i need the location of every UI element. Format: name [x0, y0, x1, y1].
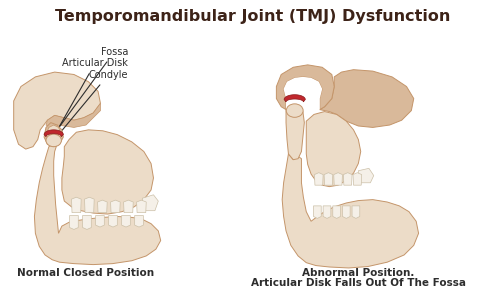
- Polygon shape: [353, 173, 362, 185]
- Polygon shape: [70, 215, 78, 230]
- Polygon shape: [284, 95, 306, 102]
- Polygon shape: [142, 195, 158, 211]
- Polygon shape: [46, 103, 100, 127]
- Polygon shape: [98, 200, 107, 213]
- Polygon shape: [306, 112, 360, 187]
- Polygon shape: [44, 123, 64, 147]
- Polygon shape: [72, 197, 81, 213]
- Polygon shape: [34, 144, 160, 265]
- Text: Normal Closed Position: Normal Closed Position: [18, 268, 154, 279]
- Polygon shape: [314, 206, 321, 218]
- Polygon shape: [110, 200, 120, 213]
- Polygon shape: [108, 215, 118, 227]
- Polygon shape: [14, 72, 101, 149]
- Polygon shape: [358, 168, 374, 183]
- Polygon shape: [124, 200, 133, 213]
- Polygon shape: [323, 206, 331, 218]
- Polygon shape: [96, 215, 104, 227]
- Polygon shape: [314, 173, 323, 185]
- Polygon shape: [282, 154, 418, 268]
- Polygon shape: [352, 206, 360, 218]
- Polygon shape: [324, 173, 333, 185]
- Text: Articular Disk Falls Out Of The Fossa: Articular Disk Falls Out Of The Fossa: [251, 278, 466, 288]
- Polygon shape: [44, 130, 64, 137]
- Polygon shape: [342, 206, 350, 218]
- Ellipse shape: [286, 104, 303, 117]
- Text: Condyle: Condyle: [56, 70, 128, 138]
- Polygon shape: [62, 130, 154, 214]
- Polygon shape: [320, 70, 414, 127]
- Text: Articular Disk: Articular Disk: [55, 58, 128, 134]
- Polygon shape: [333, 206, 340, 218]
- Text: Fossa: Fossa: [56, 47, 128, 132]
- Polygon shape: [334, 173, 342, 185]
- Polygon shape: [286, 110, 304, 160]
- Polygon shape: [136, 200, 146, 213]
- Text: Temporomandibular Joint (TMJ) Dysfunction: Temporomandibular Joint (TMJ) Dysfunctio…: [54, 8, 450, 24]
- Polygon shape: [134, 215, 143, 227]
- Polygon shape: [122, 215, 130, 227]
- Polygon shape: [82, 215, 92, 230]
- Polygon shape: [344, 173, 352, 185]
- Ellipse shape: [46, 134, 62, 147]
- Polygon shape: [284, 77, 322, 112]
- Polygon shape: [46, 125, 62, 143]
- Text: Abnormal Position.: Abnormal Position.: [302, 268, 414, 279]
- Polygon shape: [84, 197, 94, 213]
- Polygon shape: [276, 65, 334, 110]
